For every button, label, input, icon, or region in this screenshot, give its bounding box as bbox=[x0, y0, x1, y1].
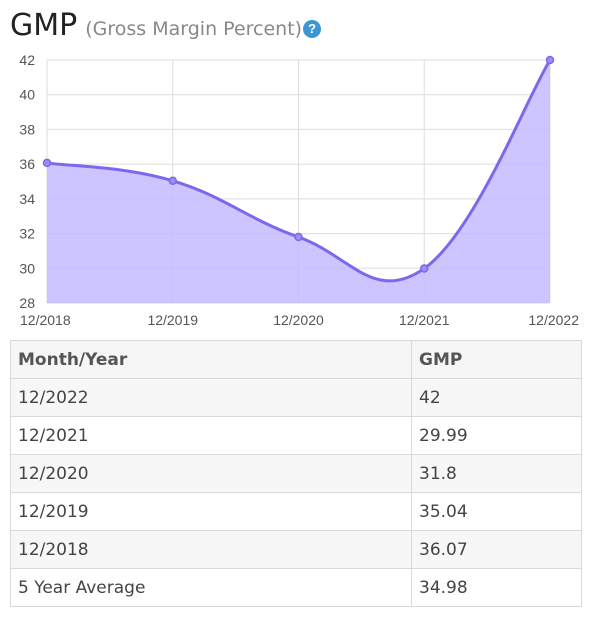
cell-average-value: 34.98 bbox=[411, 568, 582, 607]
y-tick-label: 28 bbox=[19, 295, 35, 311]
y-tick-label: 38 bbox=[19, 121, 35, 137]
metric-title: GMP bbox=[10, 8, 78, 43]
cell-gmp: 42 bbox=[411, 378, 582, 417]
table-row-average: 5 Year Average 34.98 bbox=[10, 568, 582, 607]
cell-month-year: 12/2020 bbox=[10, 454, 412, 493]
x-tick-label: 12/2018 bbox=[20, 312, 71, 328]
cell-average-label: 5 Year Average bbox=[10, 568, 412, 607]
table-row: 12/2019 35.04 bbox=[10, 492, 582, 531]
data-point[interactable] bbox=[545, 55, 555, 65]
cell-month-year: 12/2018 bbox=[10, 530, 412, 569]
x-tick-label: 12/2022 bbox=[528, 312, 579, 328]
table-row: 12/2020 31.8 bbox=[10, 454, 582, 493]
cell-gmp: 31.8 bbox=[411, 454, 582, 493]
cell-gmp: 29.99 bbox=[411, 416, 582, 455]
data-point[interactable] bbox=[168, 176, 177, 186]
data-point[interactable] bbox=[42, 158, 52, 168]
y-tick-label: 40 bbox=[19, 87, 35, 103]
series-line bbox=[46, 59, 552, 283]
cell-gmp: 36.07 bbox=[411, 530, 582, 569]
gmp-table: Month/Year GMP 12/2022 42 12/2021 29.99 … bbox=[10, 340, 582, 607]
y-tick-label: 32 bbox=[19, 226, 35, 242]
x-tick-label: 12/2019 bbox=[147, 312, 198, 328]
question-circle-icon[interactable]: ? bbox=[303, 20, 322, 38]
table-header-row: Month/Year GMP bbox=[10, 340, 582, 379]
y-tick-label: 34 bbox=[19, 191, 35, 207]
cell-month-year: 12/2022 bbox=[10, 378, 412, 417]
data-point[interactable] bbox=[294, 232, 303, 242]
y-tick-label: 36 bbox=[19, 156, 35, 172]
cell-month-year: 12/2021 bbox=[10, 416, 412, 455]
column-header-month-year: Month/Year bbox=[10, 340, 412, 379]
area-fill bbox=[47, 60, 550, 303]
cell-gmp: 35.04 bbox=[411, 492, 582, 531]
y-tick-label: 30 bbox=[19, 260, 35, 276]
x-tick-label: 12/2021 bbox=[399, 312, 450, 328]
table-row: 12/2018 36.07 bbox=[10, 530, 582, 569]
table-row: 12/2022 42 bbox=[10, 378, 582, 417]
table-row: 12/2021 29.99 bbox=[10, 416, 582, 455]
chart-header: GMP (Gross Margin Percent) ? bbox=[10, 8, 322, 48]
data-point[interactable] bbox=[420, 264, 429, 273]
cell-month-year: 12/2019 bbox=[10, 492, 412, 531]
y-tick-label: 42 bbox=[19, 52, 35, 68]
column-header-gmp: GMP bbox=[411, 340, 582, 379]
metric-subtitle: (Gross Margin Percent) bbox=[85, 18, 303, 40]
gmp-area-chart: 28 30 32 34 36 38 40 42 12/2018 12/2019 12/2020 12… bbox=[19, 52, 579, 328]
x-tick-label: 12/2020 bbox=[273, 312, 324, 328]
